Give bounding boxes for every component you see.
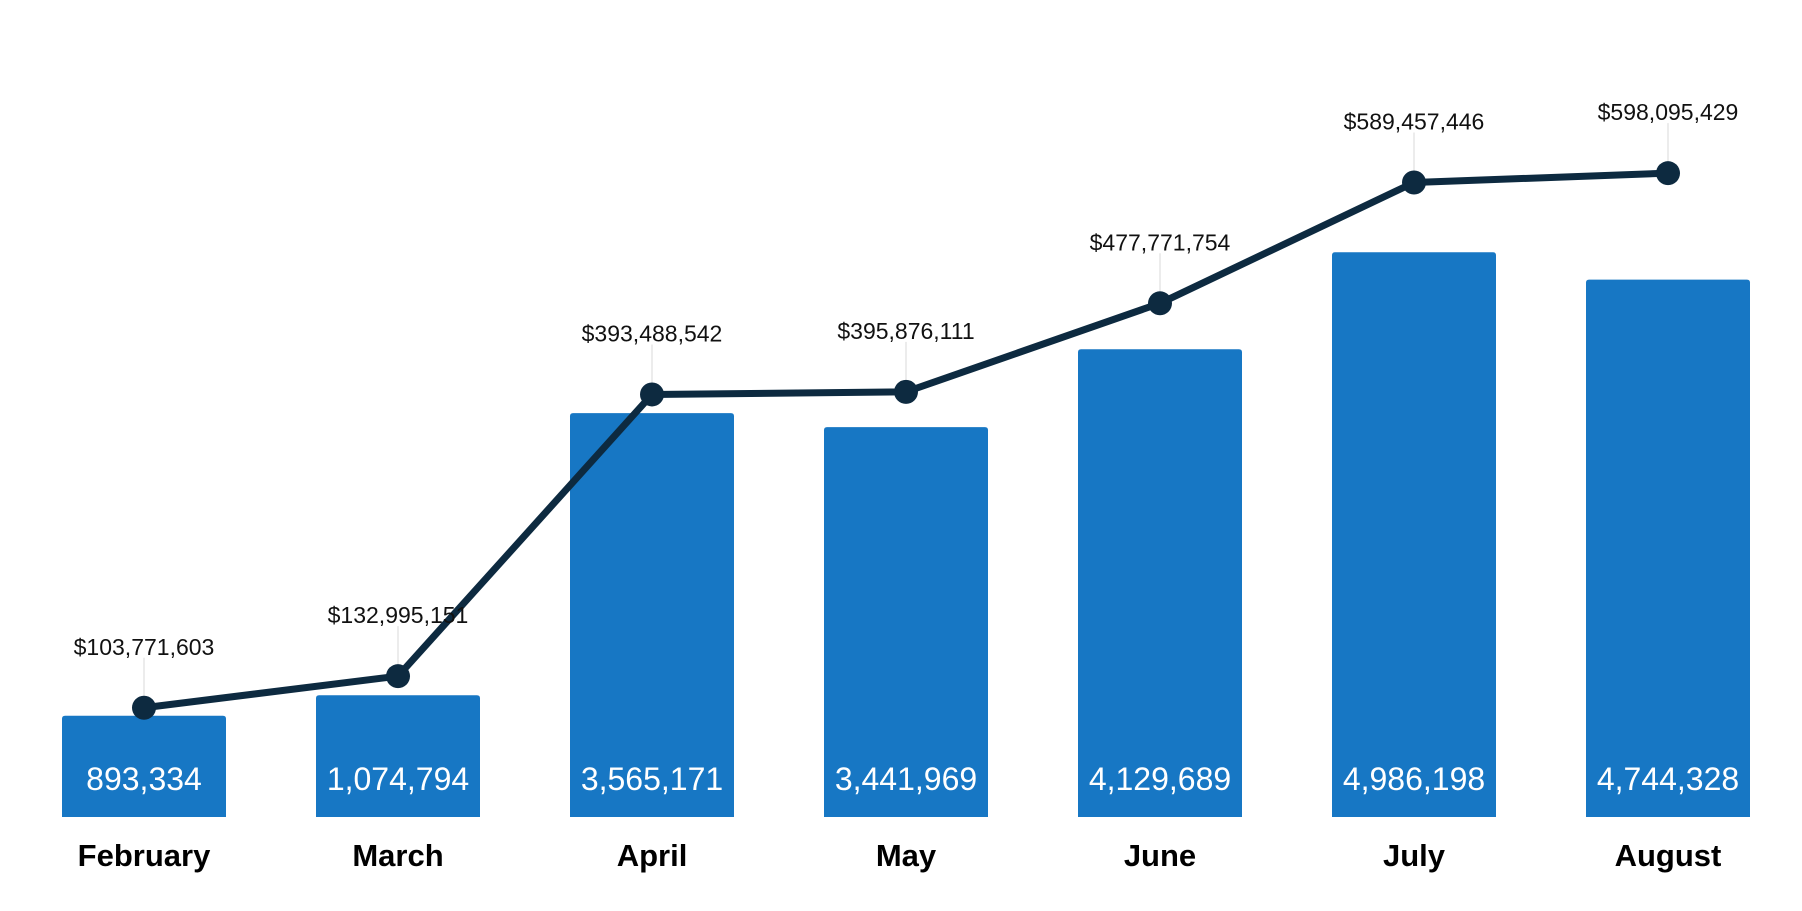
line-point-august: [1656, 161, 1680, 186]
x-tick-label: August: [1615, 838, 1722, 873]
x-tick-label: February: [78, 838, 211, 873]
line-label-connectors: [143, 123, 1669, 696]
bar-may: [824, 427, 988, 817]
bar-april: [570, 413, 734, 817]
line-point-april: [640, 382, 664, 407]
bar-value-label: 1,074,794: [327, 761, 469, 797]
x-tick-label: April: [617, 838, 688, 873]
line-point-march: [386, 664, 410, 689]
bar-value-label: 4,986,198: [1343, 761, 1485, 797]
line-value-label: $589,457,446: [1344, 109, 1485, 135]
line-value-label: $477,771,754: [1090, 229, 1231, 255]
bar-value-label: 3,441,969: [835, 761, 977, 797]
x-tick-label: July: [1383, 838, 1446, 873]
line-value-label: $598,095,429: [1598, 99, 1739, 125]
x-tick-label: May: [876, 838, 937, 873]
bar-value-label: 893,334: [86, 761, 202, 797]
line-value-label: $395,876,111: [837, 318, 974, 344]
line-point-may: [894, 379, 918, 404]
line-value-label: $103,771,603: [74, 634, 215, 660]
bar-february: [62, 715, 226, 817]
line-value-label: $132,995,151: [328, 602, 469, 628]
bars-layer: [62, 252, 1750, 817]
x-tick-label: March: [352, 838, 443, 873]
bar-value-label: 4,744,328: [1597, 761, 1739, 797]
line-point-july: [1402, 170, 1426, 195]
x-tick-label: June: [1124, 838, 1196, 873]
bar-march: [316, 695, 480, 817]
line-value-label: $393,488,542: [582, 320, 723, 346]
bar-june: [1078, 349, 1242, 817]
bar-value-label: 4,129,689: [1089, 761, 1231, 797]
bar-july: [1332, 252, 1496, 817]
bar-august: [1586, 279, 1750, 817]
line-point-february: [132, 695, 156, 720]
bar-value-label: 3,565,171: [581, 761, 723, 797]
line-layer: [132, 161, 1680, 720]
labels-layer: 893,334 February $103,771,603 1,074,794 Marc…: [74, 99, 1740, 873]
line-point-june: [1148, 291, 1172, 316]
